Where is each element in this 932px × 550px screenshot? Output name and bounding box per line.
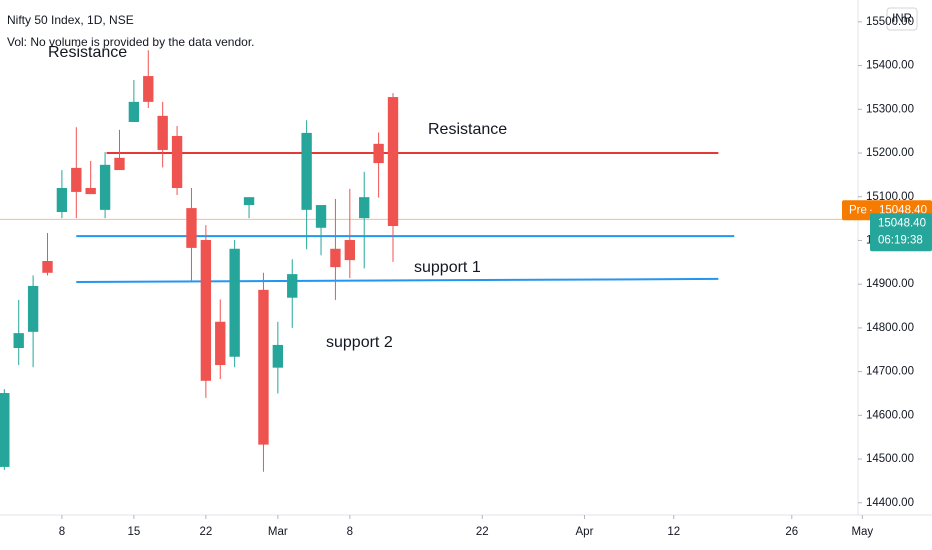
candle-body	[0, 393, 10, 467]
y-tick-label: 14700.00	[866, 366, 914, 378]
x-tick-label: 22	[476, 526, 489, 538]
candle-body	[344, 240, 356, 261]
y-tick-label: 15200.00	[866, 147, 914, 159]
level-line	[76, 277, 719, 283]
candle-body	[13, 333, 24, 348]
candle-body	[359, 197, 370, 219]
x-tick-label: Apr	[576, 526, 594, 538]
y-tick-label: 14600.00	[866, 409, 914, 421]
candle-body	[157, 115, 168, 150]
candle-body	[85, 187, 96, 195]
y-tick-label: 15400.00	[866, 60, 914, 72]
chart-subtitle: Vol: No volume is provided by the data v…	[7, 35, 254, 49]
candle-body	[215, 321, 226, 366]
y-tick-label: 15500.00	[866, 16, 914, 28]
y-tick-label: 15300.00	[866, 103, 914, 115]
y-tick-label: 14800.00	[866, 322, 914, 334]
candle-body	[229, 248, 240, 357]
x-tick-label: 8	[59, 526, 65, 538]
annotation: support 2	[326, 334, 393, 351]
x-tick-label: 26	[785, 526, 798, 538]
y-tick-label: 14900.00	[866, 278, 914, 290]
candle-body	[330, 248, 341, 268]
candle-body	[258, 289, 269, 445]
candle-body	[71, 167, 82, 192]
y-tick-label: 14500.00	[866, 453, 914, 465]
candle-body	[114, 157, 125, 171]
candle-body	[315, 205, 327, 228]
countdown: 06:19:38	[878, 234, 923, 246]
candle-body	[128, 101, 140, 122]
x-tick-label: 15	[127, 526, 140, 538]
annotation: support 1	[414, 259, 481, 276]
pre-price-prefix: Pre	[849, 204, 867, 216]
x-tick-label: Mar	[268, 526, 288, 538]
annotation: Resistance	[428, 121, 507, 138]
y-tick-label: 14400.00	[866, 497, 914, 509]
last-price-label: 15048.40	[878, 217, 926, 229]
candle-body	[373, 143, 384, 164]
x-tick-label: 22	[199, 526, 212, 538]
candle-body	[387, 97, 399, 227]
chart-title: Nifty 50 Index, 1D, NSE	[7, 13, 134, 27]
candle-body	[186, 208, 197, 248]
candle-body	[143, 76, 154, 102]
annotation: Resistance	[48, 44, 127, 61]
x-tick-label: 12	[667, 526, 680, 538]
candle-body	[171, 135, 183, 188]
candle-body	[27, 285, 39, 332]
candle-body	[99, 164, 111, 210]
x-tick-label: May	[851, 526, 873, 538]
candle-body	[42, 260, 53, 273]
currency-button[interactable]	[886, 7, 918, 31]
plot	[0, 50, 858, 472]
y-tick-label: 15100.00	[866, 191, 914, 203]
candle-body	[200, 240, 212, 381]
last-price-tag	[870, 213, 932, 252]
candle-body	[287, 274, 298, 298]
candle-body	[272, 344, 284, 368]
candle-body	[243, 197, 255, 206]
candle-body	[301, 132, 312, 210]
currency-label[interactable]: INR	[892, 13, 912, 25]
pre-price-dot: ·	[869, 204, 873, 216]
candle-body	[56, 187, 68, 213]
x-tick-label: 8	[347, 526, 353, 538]
